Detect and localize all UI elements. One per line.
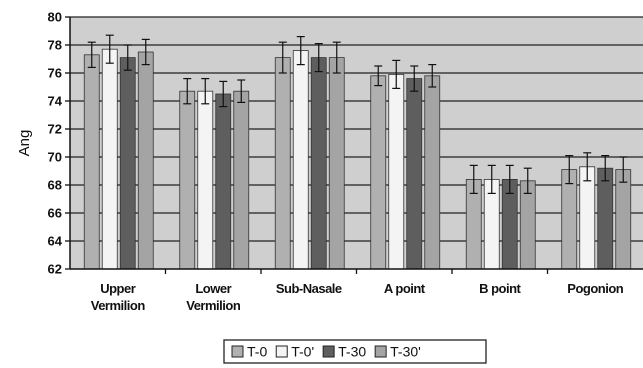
legend-swatch: [231, 345, 244, 358]
x-category-label: Pogonion: [567, 281, 623, 296]
error-bars: [87, 34, 628, 194]
bar: [328, 57, 345, 270]
legend: T-0 T-0' T-30 T-30': [223, 339, 487, 364]
y-tick-label: 70: [48, 150, 62, 165]
y-axis-label: Ang: [16, 130, 33, 157]
x-category-label: Lower: [195, 281, 231, 296]
y-tick-label: 72: [48, 122, 62, 137]
y-tick-label: 66: [48, 206, 62, 221]
x-category-label: A point: [384, 281, 426, 296]
legend-label: T-30: [338, 344, 366, 360]
legend-label: T-0': [291, 344, 314, 360]
legend-label: T-0: [247, 344, 267, 360]
x-category-label: Vermilion: [91, 298, 146, 313]
y-tick-label: 68: [48, 178, 62, 193]
bar: [233, 90, 250, 270]
y-tick-label: 74: [48, 94, 63, 109]
plot-area: [70, 17, 643, 269]
legend-swatch: [275, 345, 288, 358]
y-tick-label: 78: [48, 38, 62, 53]
bar: [119, 57, 136, 270]
y-tick-label: 80: [48, 10, 62, 25]
bar: [579, 166, 596, 270]
y-tick-label: 62: [48, 262, 62, 277]
y-tick-label: 64: [48, 234, 63, 249]
axes: [65, 16, 643, 274]
bar: [101, 48, 118, 270]
bar: [615, 169, 632, 270]
x-category-label: Upper: [100, 281, 136, 296]
bars: [83, 48, 632, 270]
bar: [406, 78, 423, 270]
bar: [215, 93, 232, 270]
x-category-label: Sub-Nasale: [276, 281, 342, 296]
bar: [370, 75, 387, 270]
legend-label: T-30': [390, 344, 421, 360]
x-category-label: B point: [479, 281, 521, 296]
bar: [597, 167, 614, 270]
y-tick-label: 76: [48, 66, 62, 81]
bar: [424, 75, 441, 270]
gridlines: [70, 16, 643, 242]
x-category-label: Vermilion: [186, 298, 241, 313]
bar: [274, 57, 291, 270]
bar: [519, 180, 536, 270]
bar: [197, 90, 214, 270]
bar: [83, 54, 100, 270]
bar: [179, 90, 196, 270]
bar: [561, 169, 578, 270]
legend-swatch: [322, 345, 335, 358]
y-tick-labels: 62 64 66 68 70 72 74 76 78 80: [48, 10, 63, 277]
bar: [310, 57, 327, 270]
bar: [388, 74, 405, 270]
legend-swatch: [374, 345, 387, 358]
x-category-labels: Upper Vermilion Lower Vermilion Sub-Nasale A …: [91, 281, 625, 313]
legend-box: [223, 339, 487, 364]
bar: [292, 50, 309, 270]
bar: [137, 51, 154, 270]
